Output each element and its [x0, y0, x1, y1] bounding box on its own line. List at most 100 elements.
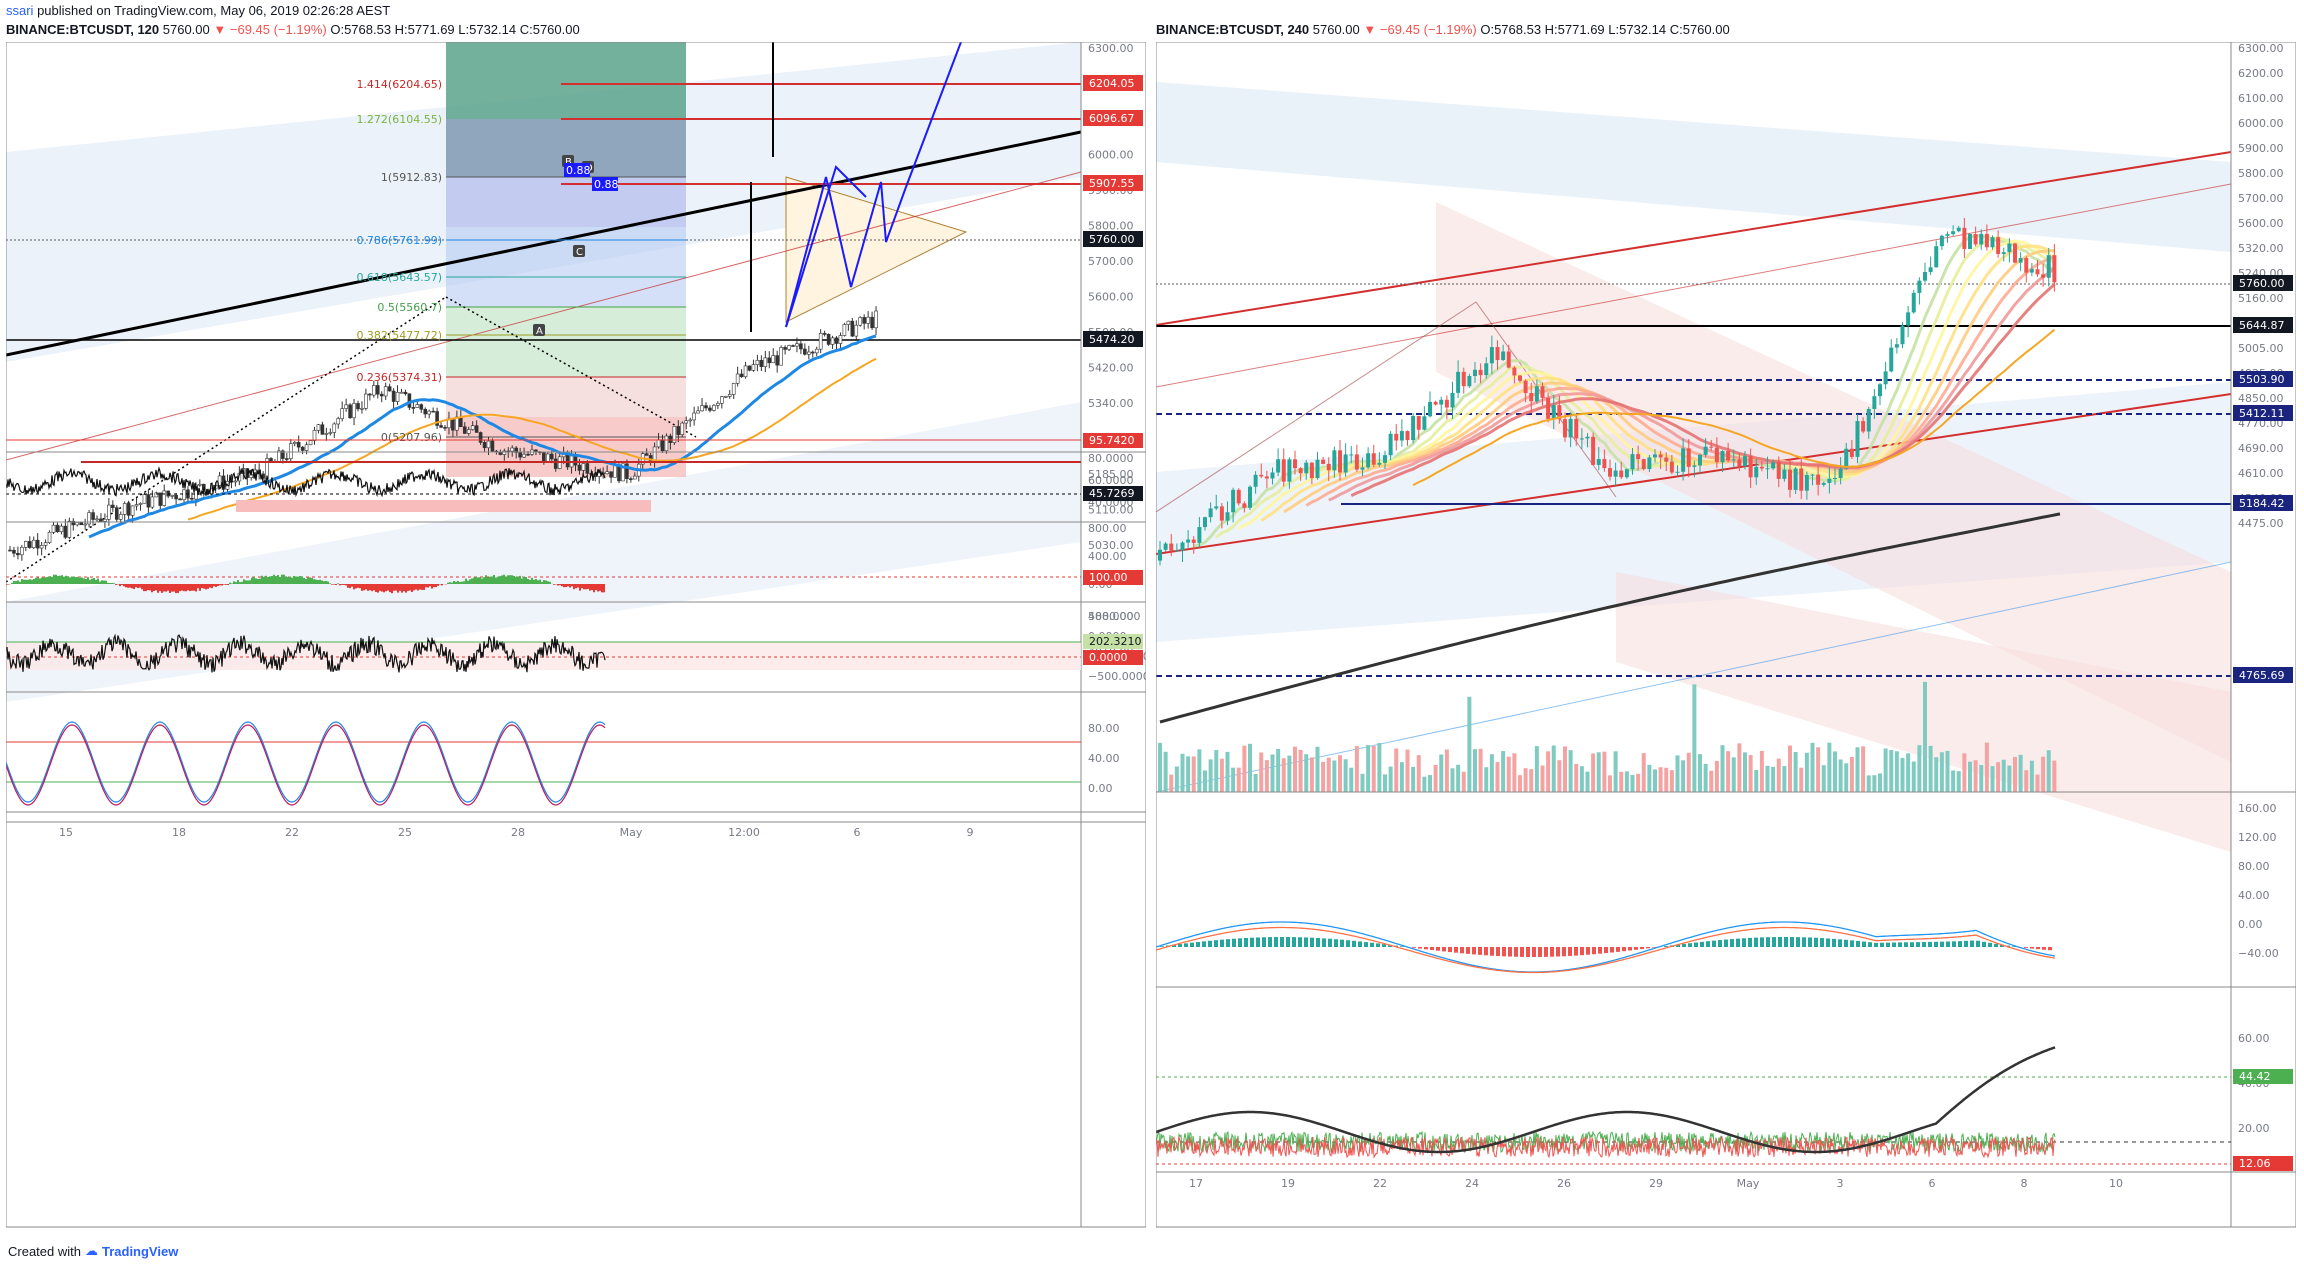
volume-bar [1692, 684, 1697, 792]
volume-bar [1759, 750, 1764, 792]
right-candle-body [1360, 467, 1365, 470]
left-candle-body [150, 496, 155, 508]
right-ohlc: O:5768.53 H:5771.69 L:5732.14 C:5760.00 [1480, 22, 1730, 37]
right-candle-body [1737, 459, 1742, 467]
right-indicator-panels: 160.00120.0080.0040.000.00−40.0060.0040.… [1156, 791, 2296, 1173]
left-time-axis[interactable]: 15 18 22 25 28 May 12:00 6 9 [6, 821, 1146, 839]
volume-bar [1158, 742, 1162, 792]
left-candle-body [285, 458, 289, 460]
volume-bar [1371, 745, 1376, 792]
volume-bar [1197, 749, 1202, 792]
right-price-axis[interactable]: 6300.00 6200.00 6100.00 6000.00 5900.00 5800.… [2230, 42, 2296, 1228]
left-fib-labels: 1.414(6204.65) 1.272(6104.55) 1(5912.83) 0.… [356, 78, 442, 444]
volume-bar [1906, 753, 1911, 792]
right-candle-body [1523, 380, 1528, 394]
volume-bar [1624, 771, 1629, 792]
volume-bar [1557, 760, 1562, 792]
left-candle-body [518, 452, 522, 458]
tradingview-brand[interactable]: TradingView [101, 1243, 179, 1259]
right-price-label-bg [2233, 667, 2293, 683]
left-candle-body [830, 337, 835, 345]
volume-bar [1214, 750, 1219, 792]
volume-bar [1731, 757, 1736, 792]
author-name[interactable]: ssari [6, 3, 34, 18]
left-candle-body [692, 412, 696, 421]
volume-bar [1585, 771, 1590, 792]
volume-bar [1838, 759, 1843, 792]
volume-bar [1433, 764, 1438, 792]
left-candle-body [605, 471, 609, 475]
right-price-tick: 5900.00 [2238, 142, 2284, 155]
right-symbol: BINANCE:BTCUSDT, 240 [1156, 22, 1310, 37]
created-with-text: Created with [8, 1243, 81, 1259]
left-chart[interactable]: 1.414(6204.65) 1.272(6104.55) 1(5912.83) 0.… [6, 42, 1146, 1242]
left-candle-body [799, 343, 803, 350]
left-candle-body [688, 419, 692, 422]
left-candle-body [585, 463, 590, 474]
volume-bar [2001, 759, 2006, 792]
left-candle-body [474, 425, 479, 433]
left-candle-body [546, 453, 550, 462]
left-candle-body [122, 503, 127, 515]
left-candle-body [375, 385, 380, 395]
left-candle-body [182, 489, 186, 500]
volume-bar [1377, 743, 1382, 792]
dmi-label: 12.06 [2239, 1157, 2271, 1170]
right-candle-body [1608, 468, 1612, 477]
right-candle-body [1326, 463, 1331, 471]
left-price: 5760.00 [162, 22, 210, 37]
volume-bar [1411, 766, 1416, 792]
left-time-tick: 25 [398, 826, 412, 839]
right-price-label-bg [2233, 275, 2293, 291]
left-candle-body [771, 355, 776, 364]
publish-info: published on TradingView.com, May 06, 20… [37, 3, 391, 18]
left-candle-body [288, 443, 293, 459]
volume-bar [1461, 771, 1466, 792]
rsi-label-bg [1083, 433, 1143, 448]
left-candle-body [712, 405, 716, 411]
left-change: ▼ −69.45 (−1.19%) [213, 22, 327, 37]
right-candle-body [1371, 453, 1376, 465]
right-candle-body [1332, 450, 1337, 471]
macd-label-bg [1083, 570, 1143, 585]
right-time-tick: 17 [1189, 1177, 1203, 1190]
volume-bar [1883, 748, 1888, 792]
right-chart[interactable]: 6300.006200.006100.006000.005900.005800.… [1156, 42, 2296, 1242]
fib-level-label: 1(5912.83) [381, 171, 442, 184]
right-candle-body [1849, 448, 1854, 457]
volume-bar [1579, 766, 1584, 792]
right-price-label: 5412.11 [2239, 407, 2285, 420]
right-candle-body [1439, 399, 1444, 405]
left-candle-body [344, 404, 348, 409]
right-time-axis[interactable]: 17 19 22 24 26 29 May 3 6 8 10 [1189, 1177, 2123, 1190]
left-candle-body [676, 426, 681, 435]
right-candle-body [1934, 246, 1939, 268]
volume-bar [1242, 745, 1247, 792]
right-time-tick: 6 [1929, 1177, 1936, 1190]
right-candle-body [1844, 448, 1849, 469]
left-candle-body [553, 458, 558, 469]
left-price-tick: 5420.00 [1088, 362, 1134, 375]
right-price-label-bg [2233, 371, 2293, 387]
volume-bar [2052, 760, 2057, 792]
volume-bar [1444, 749, 1449, 792]
volume-bar [1889, 750, 1894, 792]
right-candle-body [1321, 459, 1326, 464]
right-candle-body [1231, 489, 1236, 513]
volume-bar [1793, 751, 1798, 792]
left-candle-body [486, 440, 491, 449]
volume-bar [1422, 776, 1427, 792]
volume-bar [1833, 751, 1837, 792]
right-candle-body [1714, 447, 1719, 463]
right-candle-body [1242, 503, 1247, 508]
left-time-tick: 28 [511, 826, 525, 839]
left-candle-body [114, 507, 119, 520]
left-candle-body [668, 435, 673, 443]
right-candle-body [1973, 234, 1978, 245]
volume-bar [1939, 752, 1944, 792]
left-candle-body [146, 494, 151, 508]
volume-bar [1698, 754, 1702, 792]
right-candle-body [1816, 474, 1821, 485]
right-candle-body [2001, 252, 2006, 254]
right-candle-body [1298, 468, 1303, 474]
